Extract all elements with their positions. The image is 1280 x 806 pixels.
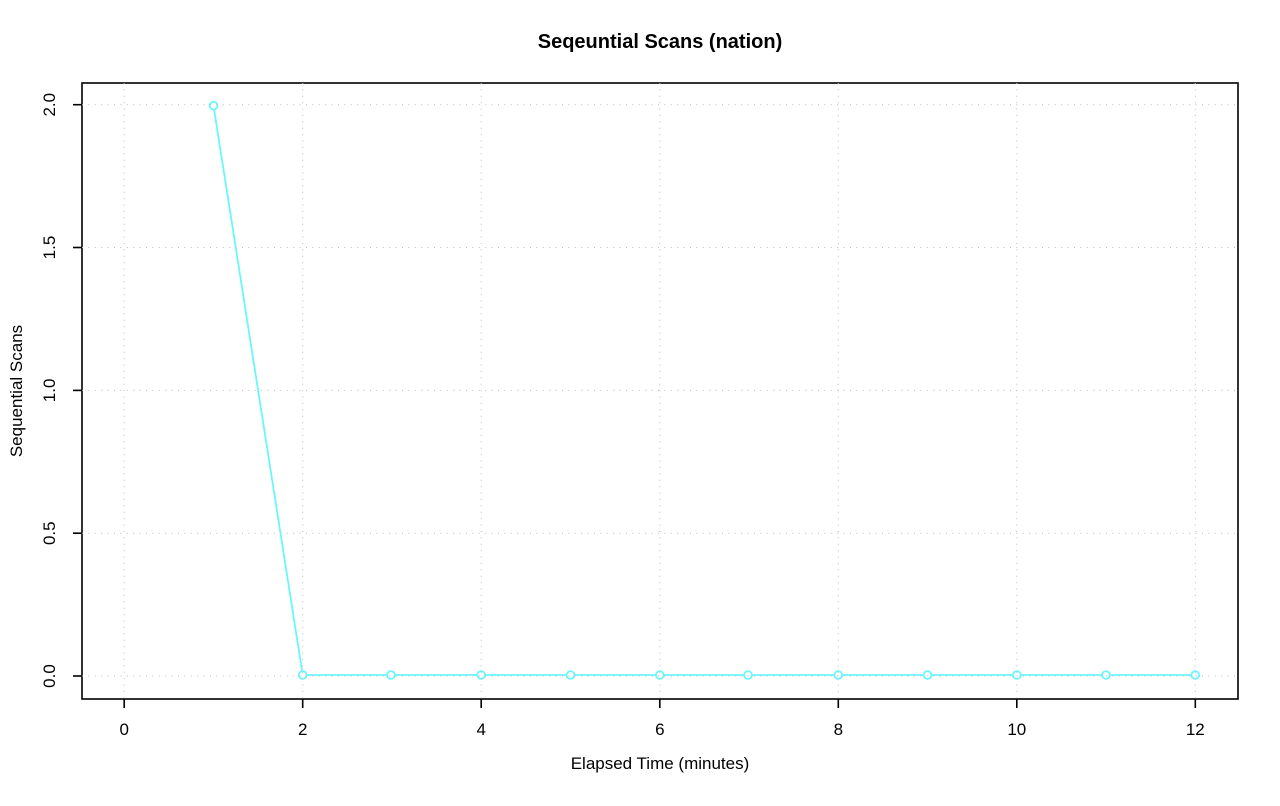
svg-text:4: 4 — [476, 720, 485, 739]
svg-text:0.0: 0.0 — [40, 664, 59, 688]
svg-text:Elapsed Time (minutes): Elapsed Time (minutes) — [571, 754, 750, 773]
svg-text:12: 12 — [1186, 720, 1205, 739]
svg-text:2.0: 2.0 — [40, 93, 59, 117]
svg-text:2: 2 — [298, 720, 307, 739]
svg-text:0: 0 — [119, 720, 128, 739]
svg-text:0.5: 0.5 — [40, 521, 59, 545]
svg-text:1.5: 1.5 — [40, 236, 59, 260]
svg-text:1.0: 1.0 — [40, 379, 59, 403]
svg-text:10: 10 — [1007, 720, 1026, 739]
svg-text:Seqeuntial Scans (nation): Seqeuntial Scans (nation) — [538, 31, 782, 53]
svg-text:8: 8 — [834, 720, 843, 739]
svg-text:6: 6 — [655, 720, 664, 739]
svg-text:Sequential Scans: Sequential Scans — [7, 325, 26, 457]
